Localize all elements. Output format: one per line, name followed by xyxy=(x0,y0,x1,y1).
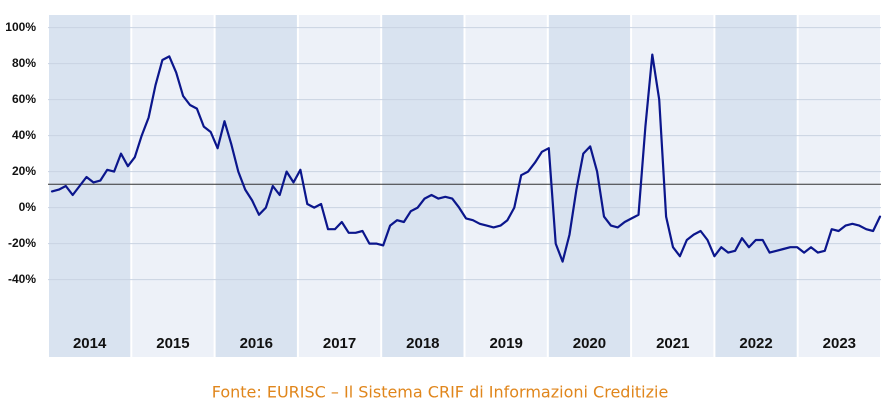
x-tick-label: 2019 xyxy=(489,335,522,352)
x-tick-label: 2020 xyxy=(573,335,606,352)
bands: 2014 2015 2016 2017 2018 2019 2020 2021 2022 2023 xyxy=(49,15,880,357)
x-tick-label: 2017 xyxy=(323,335,356,352)
year-band xyxy=(632,15,714,357)
year-band xyxy=(298,15,381,357)
x-tick-label: 2015 xyxy=(156,335,189,352)
year-band xyxy=(382,15,464,357)
y-tick-label: 80% xyxy=(12,56,36,70)
y-tick-label: 100% xyxy=(5,20,36,34)
series-line xyxy=(50,53,882,263)
year-band xyxy=(215,15,297,357)
x-tick-label: 2022 xyxy=(739,335,772,352)
marks xyxy=(48,53,882,263)
y-tick-label: 40% xyxy=(12,128,36,142)
year-band xyxy=(465,15,547,357)
year-band xyxy=(49,15,131,357)
y-tick-label: 60% xyxy=(12,92,36,106)
y-tick-label: 20% xyxy=(12,164,36,178)
year-band xyxy=(132,15,214,357)
x-tick-label: 2018 xyxy=(406,335,439,352)
source-note: Fonte: EURISC – Il Sistema CRIF di Infor… xyxy=(212,383,669,402)
x-tick-label: 2014 xyxy=(73,335,107,352)
y-tick-label: 0% xyxy=(19,200,37,214)
year-band xyxy=(548,15,631,357)
x-tick-label: 2021 xyxy=(656,335,689,352)
y-tick-label: -20% xyxy=(8,236,36,250)
x-tick-label: 2023 xyxy=(823,335,856,352)
year-band xyxy=(715,15,797,357)
x-tick-label: 2016 xyxy=(240,335,273,352)
year-band xyxy=(798,15,880,357)
y-tick-label: -40% xyxy=(8,272,36,286)
